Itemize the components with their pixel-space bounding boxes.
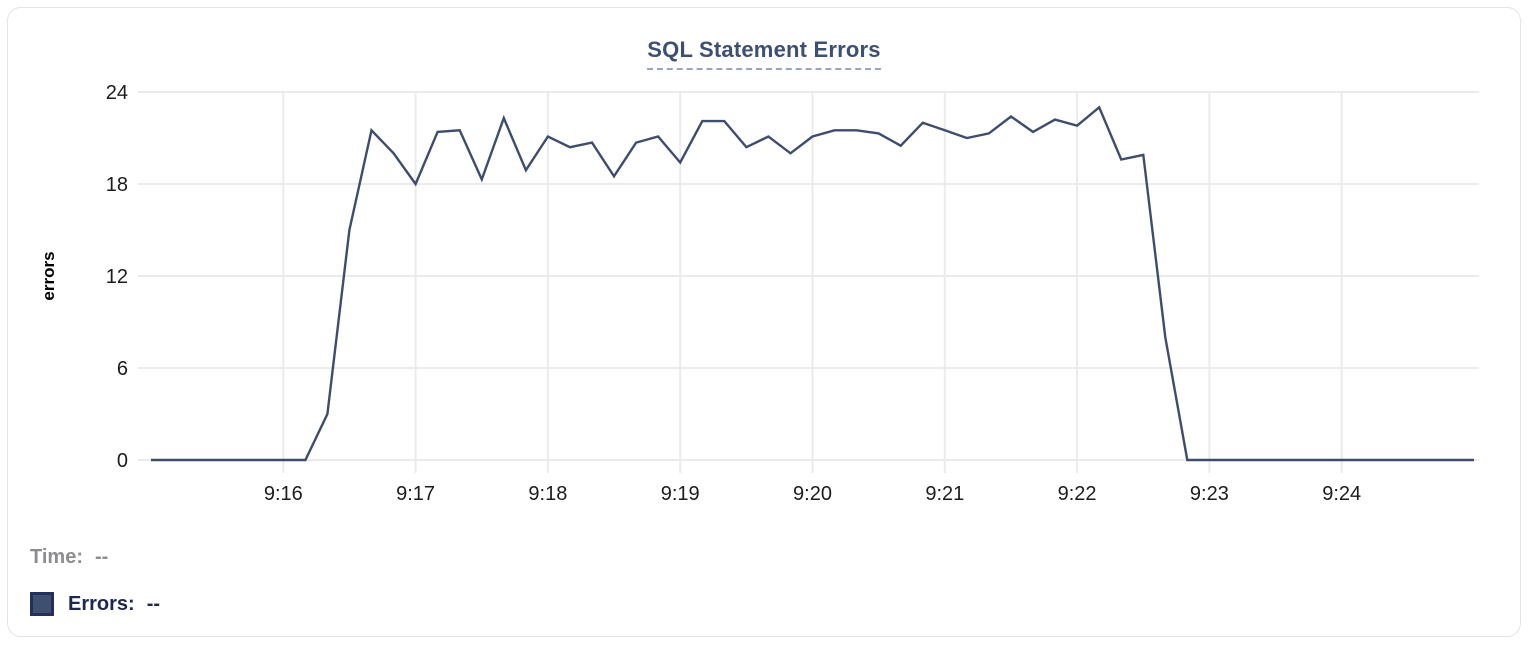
x-tick-label: 9:17 bbox=[396, 483, 435, 505]
y-tick-label: 18 bbox=[106, 174, 128, 196]
y-tick-label: 12 bbox=[106, 266, 128, 288]
sql-errors-line-chart[interactable]: 0 6 12 18 24 9:16 9:17 9:18 9:19 9:20 9:21 9:22 9:23… bbox=[8, 8, 1528, 520]
x-tick-label: 9:24 bbox=[1322, 483, 1361, 505]
y-tick-label: 0 bbox=[117, 450, 128, 472]
x-tick-label: 9:20 bbox=[793, 483, 832, 505]
x-tick-label: 9:18 bbox=[528, 483, 567, 505]
x-tick-label: 9:23 bbox=[1190, 483, 1229, 505]
x-tick-label: 9:16 bbox=[264, 483, 303, 505]
readout-errors-row: Errors: -- bbox=[30, 592, 160, 616]
errors-value: -- bbox=[146, 592, 161, 615]
errors-series-swatch bbox=[30, 592, 54, 616]
x-tick-label: 9:19 bbox=[661, 483, 700, 505]
chart-title[interactable]: SQL Statement Errors bbox=[647, 37, 881, 70]
errors-series-line bbox=[151, 105, 1474, 462]
errors-label: Errors: bbox=[68, 592, 135, 615]
y-tick-label: 24 bbox=[106, 82, 128, 104]
time-value: -- bbox=[94, 546, 109, 568]
time-label: Time: bbox=[30, 546, 83, 568]
y-axis-label: errors bbox=[39, 251, 58, 300]
x-tick-label: 9:22 bbox=[1058, 483, 1097, 505]
readout-time-row: Time: -- bbox=[30, 546, 108, 569]
y-tick-label: 6 bbox=[117, 358, 128, 380]
chart-card: 0 6 12 18 24 9:16 9:17 9:18 9:19 9:20 9:21 9:22 9:23… bbox=[7, 7, 1521, 637]
chart-header: SQL Statement Errors bbox=[8, 37, 1520, 70]
x-tick-label: 9:21 bbox=[925, 483, 964, 505]
